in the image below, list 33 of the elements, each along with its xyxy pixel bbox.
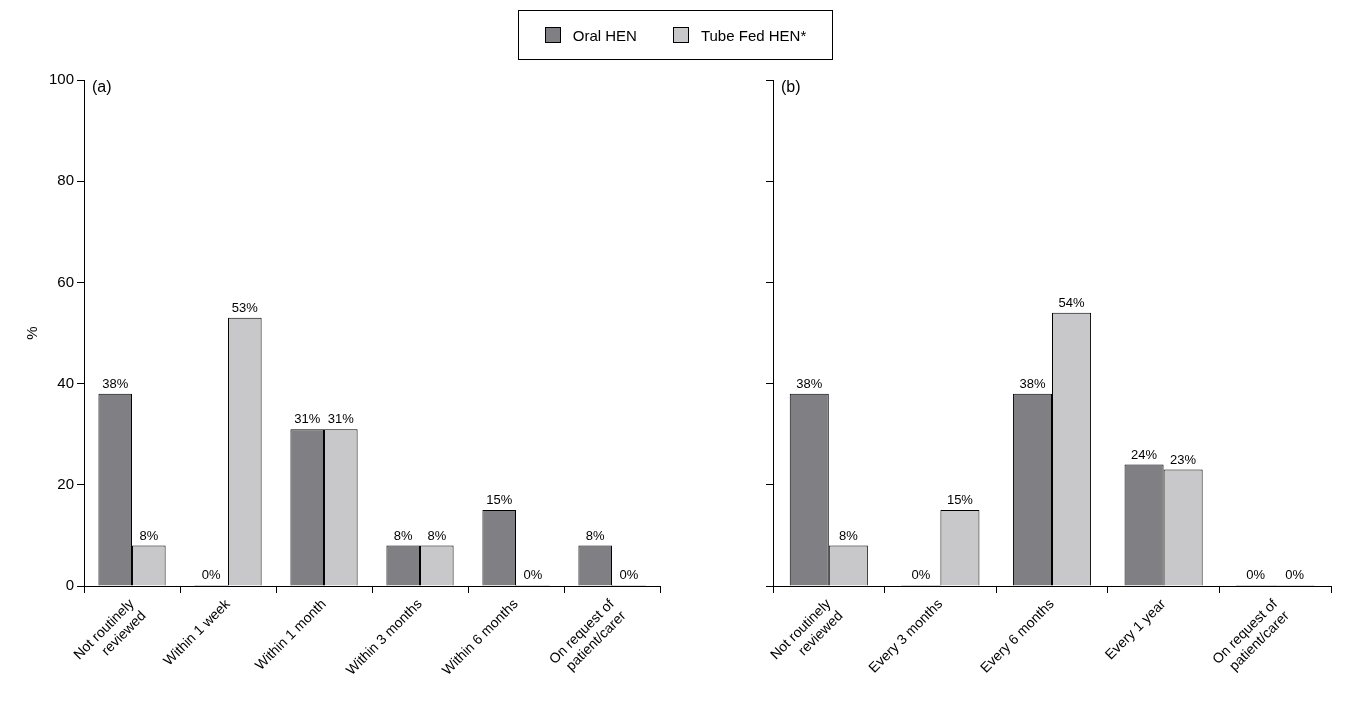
data-label: 38% xyxy=(796,375,823,391)
y-axis-title: % xyxy=(23,326,41,340)
data-label: 8% xyxy=(427,527,447,543)
data-label: 0% xyxy=(619,567,639,583)
legend-label: Oral HEN xyxy=(572,26,637,44)
data-label: 31% xyxy=(327,411,355,427)
data-label: 23% xyxy=(1170,451,1197,467)
data-label: 54% xyxy=(1058,294,1085,310)
data-label: 0% xyxy=(523,567,543,583)
legend-label: Tube Fed HEN* xyxy=(700,26,807,44)
data-label: 8% xyxy=(139,527,159,543)
data-label: 0% xyxy=(911,567,931,583)
data-label: 24% xyxy=(1131,446,1158,462)
annotation: (a) xyxy=(92,78,112,96)
data-label: 0% xyxy=(1285,567,1305,583)
data-label: 31% xyxy=(294,411,321,427)
y-tick-label: 80 xyxy=(57,171,75,189)
data-label: 0% xyxy=(1246,567,1266,583)
data-label: 53% xyxy=(231,299,259,315)
annotation: (b) xyxy=(781,78,801,96)
y-tick-label: 0 xyxy=(65,576,75,594)
y-tick-label: 20 xyxy=(57,474,75,492)
data-label: 0% xyxy=(201,567,222,583)
y-tick-label: 60 xyxy=(57,272,75,290)
data-label: 15% xyxy=(486,492,513,508)
data-label: 8% xyxy=(838,527,859,543)
data-label: 15% xyxy=(946,492,974,508)
y-tick-label: 40 xyxy=(57,373,75,391)
data-label: 38% xyxy=(102,375,129,391)
y-tick-label: 100 xyxy=(49,70,75,88)
data-label: 38% xyxy=(1019,375,1046,391)
data-label: 8% xyxy=(393,527,414,543)
data-label: 8% xyxy=(585,527,606,543)
